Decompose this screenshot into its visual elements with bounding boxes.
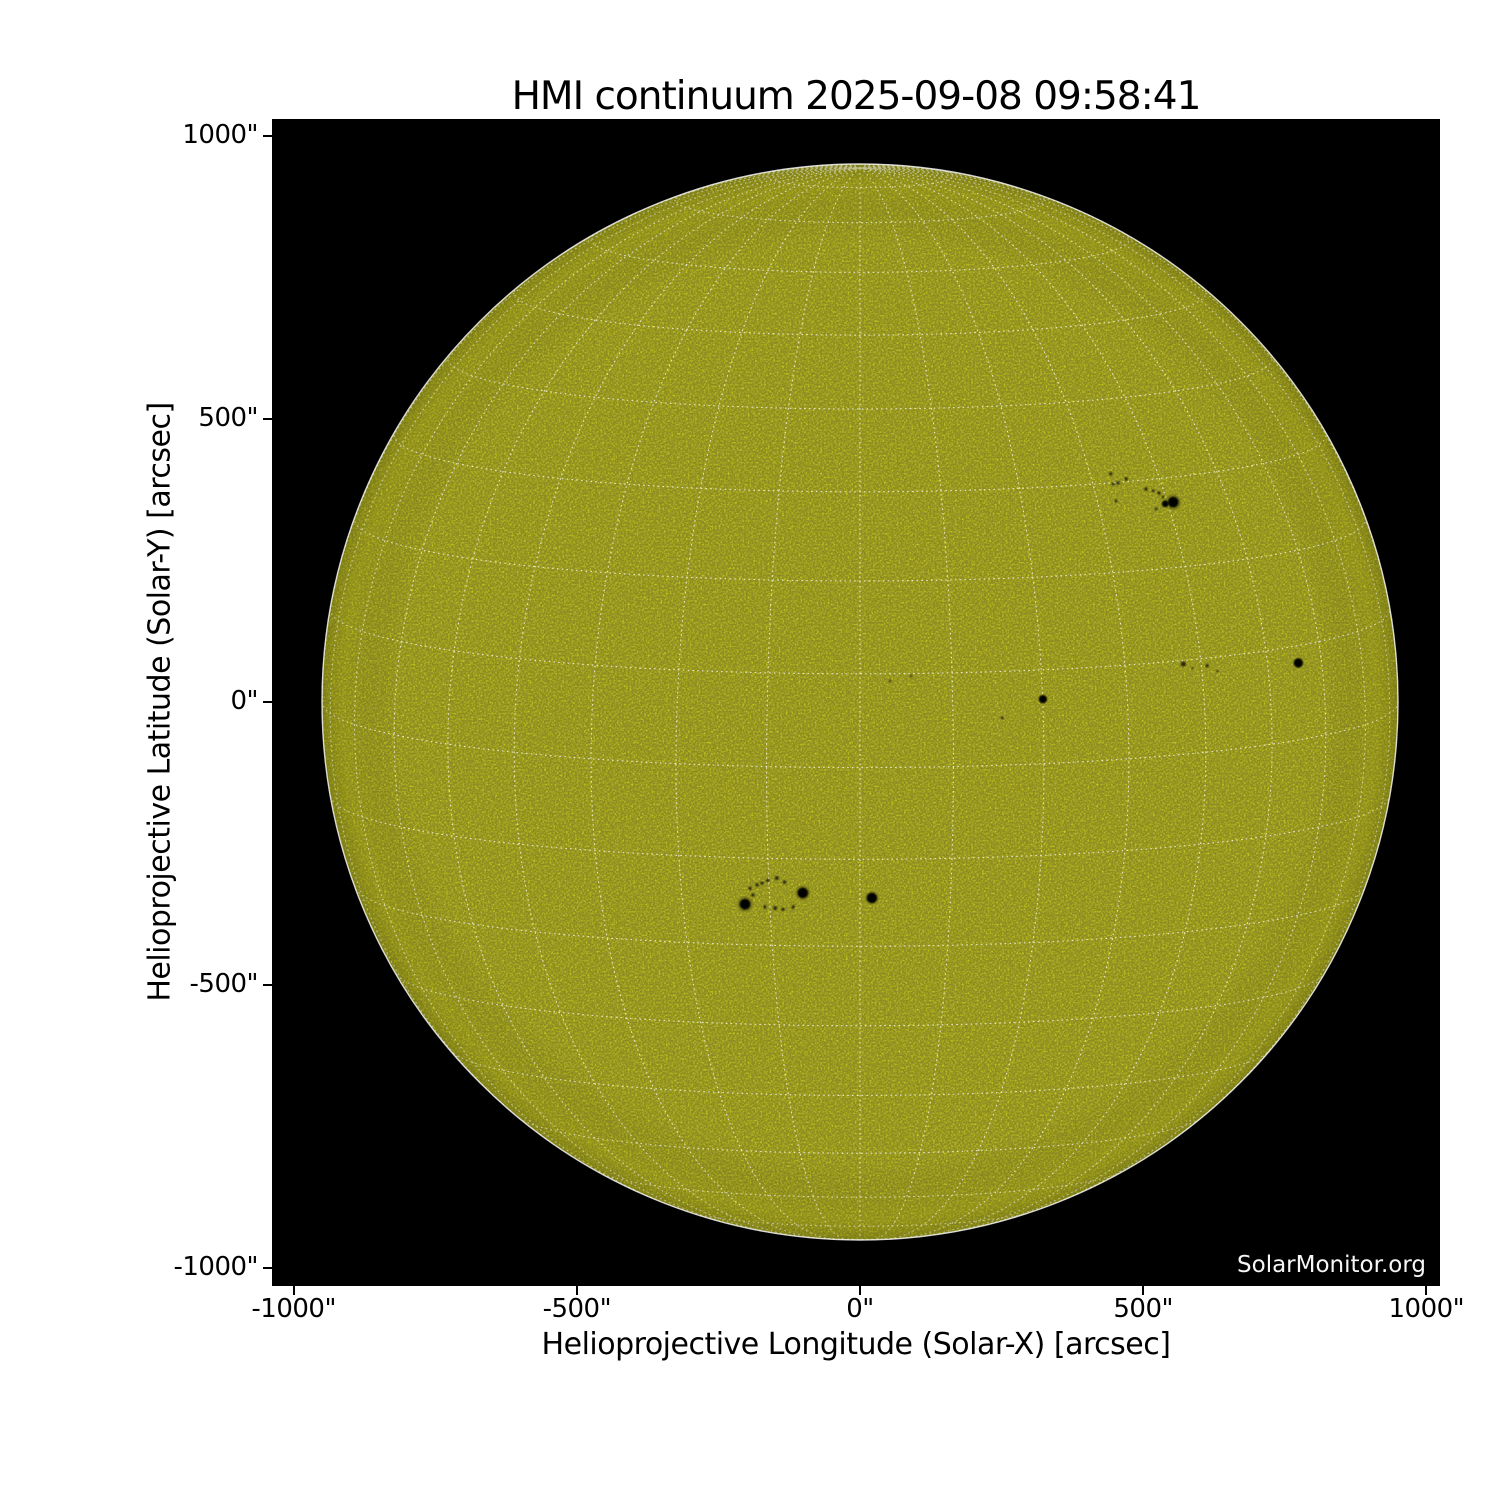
sun-disk-image [321, 163, 1399, 1241]
y-tick-label: 500" [198, 402, 258, 433]
y-tick-label: 1000" [182, 119, 258, 150]
x-tick-label: -500" [542, 1294, 612, 1324]
y-tick-mark [262, 1267, 272, 1270]
x-tick-label: 500" [1113, 1294, 1173, 1324]
x-tick-label: -1000" [251, 1294, 336, 1324]
y-tick-mark [262, 700, 272, 704]
x-tick-label: 1000" [1388, 1294, 1465, 1324]
y-tick-mark [262, 417, 272, 420]
watermark-text: SolarMonitor.org [1237, 1252, 1426, 1278]
plot-title: HMI continuum 2025-09-08 09:58:41 [511, 74, 1202, 119]
plot-area: SolarMonitor.org [272, 119, 1440, 1286]
x-tick-mark [1142, 1286, 1145, 1295]
sun-graphic [321, 163, 1399, 1241]
y-axis-label: Helioprojective Latitude (Solar-Y) [arcs… [142, 402, 178, 1002]
y-tick-mark [262, 984, 272, 987]
limb-darkening [322, 164, 1398, 1240]
y-tick-label: 0" [230, 685, 258, 716]
x-tick-label: 0" [846, 1294, 874, 1324]
solar-limb [321, 163, 1399, 1241]
x-tick-mark [858, 1286, 862, 1295]
y-tick-mark [262, 134, 272, 137]
x-tick-mark [292, 1286, 295, 1295]
x-tick-mark [1425, 1286, 1428, 1295]
y-tick-label: -1000" [173, 1252, 258, 1283]
x-tick-mark [575, 1286, 578, 1295]
x-axis-label: Helioprojective Longitude (Solar-X) [arc… [541, 1327, 1171, 1362]
y-tick-label: -500" [189, 968, 259, 999]
